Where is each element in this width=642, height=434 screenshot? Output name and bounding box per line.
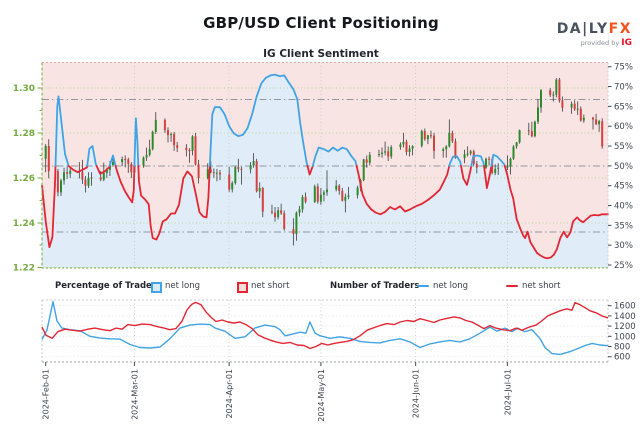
sentiment-fills	[42, 62, 608, 268]
net-short-swatch-icon	[237, 282, 248, 293]
net-long-swatch-icon	[151, 282, 162, 293]
svg-text:25%: 25%	[614, 261, 633, 271]
legend-net-short-pct: net short	[251, 281, 290, 291]
svg-text:1600: 1600	[614, 302, 636, 312]
svg-text:2024-Mar-01: 2024-Mar-01	[130, 369, 139, 420]
svg-text:1.30: 1.30	[13, 84, 35, 94]
svg-text:2024-Jul-01: 2024-Jul-01	[503, 369, 512, 415]
price-candles	[44, 77, 604, 246]
main-axis-labels: 1.30 1.28 1.26 1.24 1.22 75% 70% 65% 60% 55% 50% 45…	[13, 63, 633, 274]
legend-num-title: Number of Traders	[330, 281, 420, 291]
main-axes	[37, 62, 609, 269]
legend-net-long-pct: net long	[165, 281, 200, 291]
svg-text:60%: 60%	[614, 122, 633, 132]
svg-text:35%: 35%	[614, 221, 633, 231]
svg-text:2024-Apr-01: 2024-Apr-01	[225, 369, 234, 418]
net-long-line-icon	[417, 285, 429, 287]
svg-text:2024-Feb-01: 2024-Feb-01	[42, 369, 51, 419]
svg-text:2024-Jun-01: 2024-Jun-01	[412, 369, 421, 418]
dailyfx-logo: DA|LYFX provided by IG	[557, 22, 632, 48]
svg-text:2024-May-01: 2024-May-01	[317, 369, 326, 422]
svg-text:75%: 75%	[614, 63, 633, 73]
logo-fx: FX	[608, 21, 632, 37]
logo-daily: DA|LY	[556, 21, 609, 37]
chart-title: IG Client Sentiment	[263, 48, 379, 60]
svg-text:1000: 1000	[614, 332, 636, 342]
svg-text:1.22: 1.22	[13, 264, 35, 274]
net-short-line-icon	[506, 285, 518, 287]
svg-text:55%: 55%	[614, 142, 633, 152]
svg-text:30%: 30%	[614, 241, 633, 251]
svg-text:40%: 40%	[614, 202, 633, 212]
sentiment-line	[41, 73, 609, 260]
svg-text:600: 600	[614, 353, 630, 363]
svg-text:45%: 45%	[614, 182, 633, 192]
svg-text:1.28: 1.28	[13, 129, 35, 139]
svg-text:70%: 70%	[614, 83, 633, 93]
logo-provided-by: provided by	[580, 39, 620, 47]
legend-net-short-num: net short	[522, 281, 561, 291]
svg-text:1.24: 1.24	[13, 219, 35, 229]
traders-lines	[41, 300, 609, 356]
svg-text:65%: 65%	[614, 102, 633, 112]
page-title: GBP/USD Client Positioning	[203, 14, 439, 32]
legend-pct-title: Percentage of Traders	[55, 281, 162, 291]
svg-text:1200: 1200	[614, 322, 636, 332]
svg-text:50%: 50%	[614, 162, 633, 172]
traders-net-short-line	[41, 301, 609, 350]
legend-net-long-num: net long	[433, 281, 468, 291]
logo-ig: IG	[621, 38, 632, 48]
svg-text:1.26: 1.26	[13, 174, 35, 184]
svg-text:1400: 1400	[614, 312, 636, 322]
svg-text:800: 800	[614, 343, 630, 353]
